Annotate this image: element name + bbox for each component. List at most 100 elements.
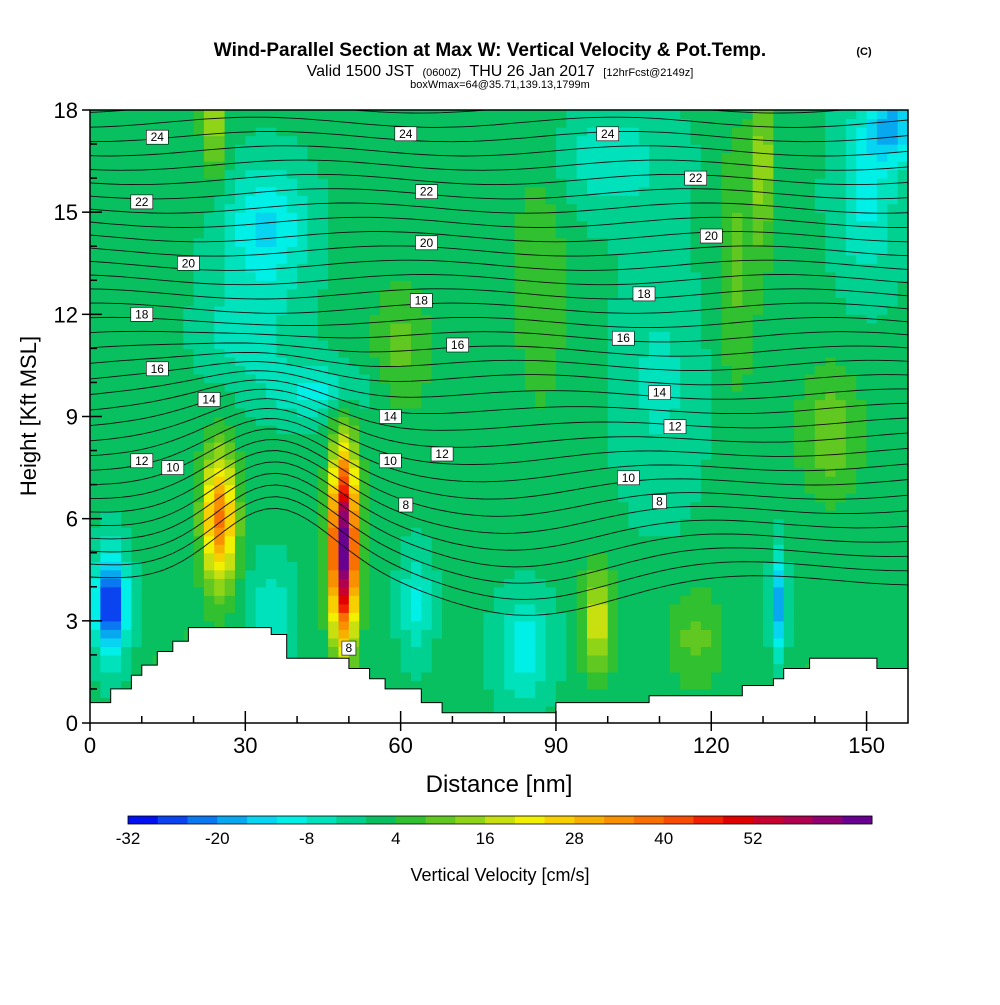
w-cell [255, 603, 267, 613]
w-cell [379, 348, 391, 358]
w-cell [763, 297, 774, 307]
w-cell [483, 110, 495, 120]
w-cell [328, 603, 340, 613]
w-cell [297, 544, 309, 554]
w-cell [535, 663, 547, 673]
w-cell [442, 305, 453, 315]
w-cell [763, 305, 774, 315]
w-cell [649, 373, 661, 384]
w-cell [576, 476, 588, 486]
w-cell [680, 484, 692, 494]
w-cell [348, 348, 360, 358]
w-cell [773, 654, 785, 664]
w-cell [410, 220, 422, 230]
w-cell [721, 314, 733, 324]
w-cell [369, 246, 381, 256]
w-cell [690, 646, 702, 656]
w-cell [493, 442, 505, 452]
w-cell [131, 237, 143, 247]
w-cell [400, 612, 412, 622]
w-cell [524, 637, 536, 647]
w-cell [804, 416, 816, 426]
w-cell [400, 654, 412, 664]
w-cell [742, 212, 754, 222]
w-cell [276, 110, 288, 120]
w-cell [100, 467, 112, 477]
w-cell [307, 450, 319, 460]
w-cell [483, 229, 495, 239]
w-cell [597, 501, 609, 511]
w-cell [700, 390, 712, 401]
w-cell [421, 356, 433, 367]
w-cell [224, 220, 236, 230]
w-cell [90, 680, 101, 690]
w-cell [297, 186, 309, 196]
w-cell [317, 390, 329, 401]
w-cell [214, 152, 226, 162]
w-cell [214, 510, 226, 520]
w-cell [348, 459, 360, 469]
w-cell [348, 110, 360, 120]
w-cell [121, 535, 133, 545]
w-cell [763, 646, 774, 656]
w-cell [266, 288, 277, 298]
w-cell [493, 612, 505, 622]
w-cell [659, 433, 671, 443]
w-cell [442, 365, 453, 375]
w-cell [141, 339, 153, 349]
w-cell [483, 476, 495, 486]
w-cell [245, 620, 257, 630]
w-cell [379, 603, 391, 613]
w-cell [535, 705, 547, 716]
w-cell [452, 178, 464, 188]
w-cell [845, 407, 857, 418]
w-cell [493, 399, 505, 409]
w-cell [152, 212, 164, 222]
w-cell [731, 297, 743, 307]
w-cell [814, 595, 826, 605]
w-cell [493, 425, 505, 435]
w-cell [183, 459, 195, 469]
w-cell [493, 365, 505, 375]
w-cell [587, 237, 598, 247]
w-cell [141, 331, 153, 341]
w-cell [576, 527, 588, 537]
w-cell [359, 186, 371, 196]
w-cell [576, 595, 588, 605]
w-cell [379, 578, 391, 588]
w-cell [121, 484, 133, 494]
w-cell [721, 637, 733, 647]
w-cell [369, 178, 381, 188]
w-cell [359, 297, 371, 307]
w-cell [266, 118, 277, 128]
w-cell [856, 612, 868, 622]
w-cell [431, 425, 443, 435]
w-cell [162, 144, 174, 154]
w-cell [638, 271, 650, 281]
w-cell [369, 212, 381, 222]
w-cell [607, 637, 619, 647]
w-cell [690, 127, 702, 137]
w-cell [804, 186, 816, 196]
w-cell [576, 697, 588, 707]
w-cell [721, 646, 733, 656]
w-cell [421, 629, 433, 639]
w-cell [566, 416, 578, 426]
w-cell [359, 331, 371, 341]
w-cell [680, 433, 692, 443]
w-cell [669, 127, 681, 137]
w-cell [649, 110, 661, 120]
w-cell [597, 178, 609, 188]
w-cell [566, 118, 578, 128]
w-cell [307, 203, 319, 213]
w-cell [711, 390, 723, 401]
w-cell [794, 135, 806, 145]
w-cell [700, 654, 712, 664]
w-cell [700, 433, 712, 443]
w-cell [421, 195, 433, 205]
w-cell [649, 203, 661, 213]
w-cell [307, 212, 319, 222]
w-cell [297, 127, 309, 137]
w-cell [566, 382, 578, 392]
w-cell [183, 135, 195, 145]
